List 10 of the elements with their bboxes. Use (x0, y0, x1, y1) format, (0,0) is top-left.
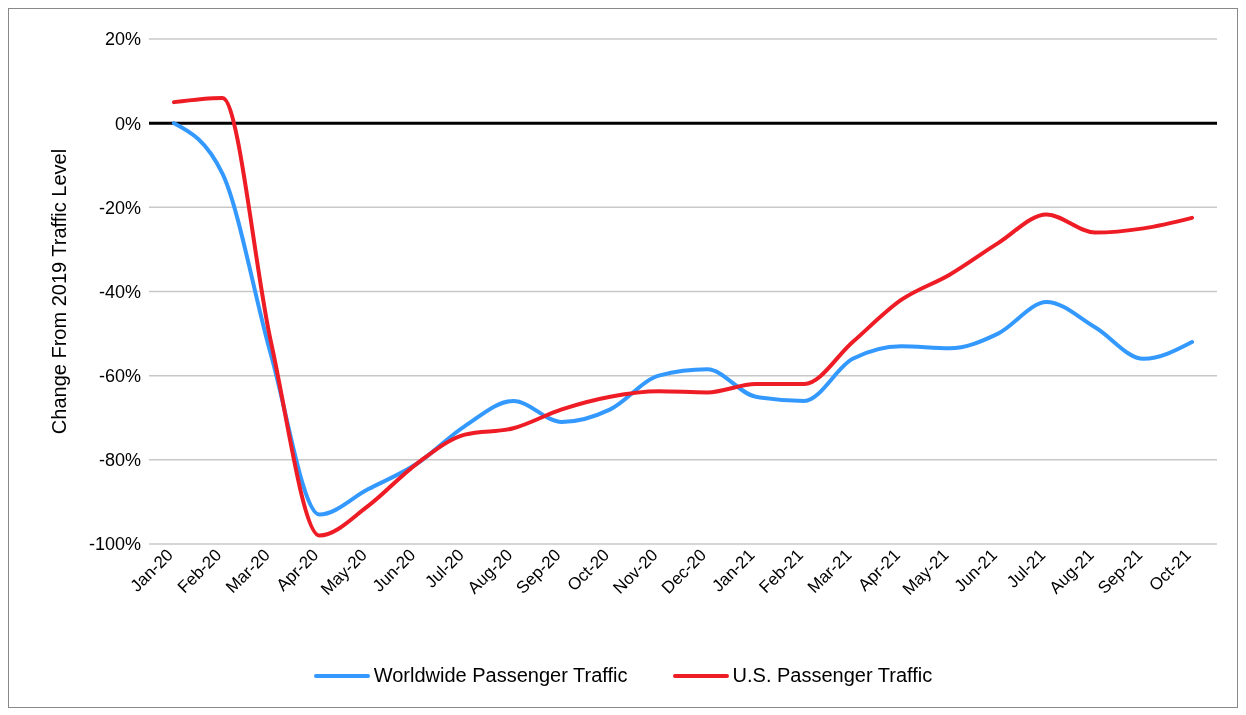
y-tick-label: -60% (98, 366, 141, 387)
legend-label: Worldwide Passenger Traffic (373, 664, 628, 687)
y-tick-label: 20% (104, 29, 141, 50)
y-tick-label: -40% (98, 281, 141, 302)
y-tick-label: -80% (98, 450, 141, 471)
legend-label: U.S. Passenger Traffic (732, 664, 933, 687)
y-tick-label: 0% (114, 113, 141, 134)
y-tick-label: -100% (88, 534, 141, 555)
y-axis-title: Change From 2019 Traffic Level (48, 148, 71, 435)
y-tick-label: -20% (98, 197, 141, 218)
